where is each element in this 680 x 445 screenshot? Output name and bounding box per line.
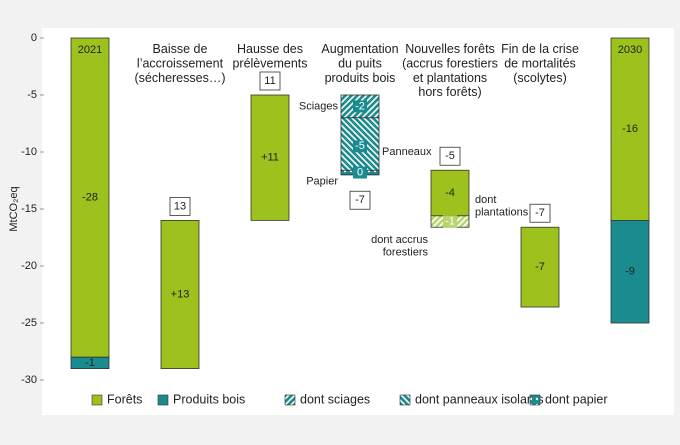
value-label: 0 [357,166,363,178]
legend-label: dont papier [545,392,608,406]
bar-segment [430,169,470,217]
y-tick-label: 0 [31,32,37,44]
category-label: Hausse des prélèvements [232,42,307,70]
bar-segment [610,37,650,221]
legend-label: Forêts [107,392,142,406]
segment-name: dont accrus forestiers [371,234,428,259]
total-box [169,196,191,216]
y-tick-label: -30 [21,374,37,386]
value-label: +11 [261,152,279,164]
value-label-bg [353,100,367,113]
total-box [349,190,371,210]
legend-swatch [91,394,103,406]
category-label: 2030 [618,44,642,56]
value-label: -28 [82,192,98,204]
value-label: +13 [171,288,190,300]
legend-swatch [157,394,169,406]
legend-label: dont panneaux isolants [415,392,544,406]
total-label: 13 [174,200,186,212]
total-label: -7 [535,207,545,219]
value-label: -1 [445,215,455,227]
legend-swatch [399,394,411,406]
value-label: -9 [625,266,635,278]
total-label: -7 [355,194,365,206]
bar-segment [70,356,110,370]
plot-background [42,28,674,415]
value-label: -5 [355,140,365,152]
y-tick-label: -5 [27,89,37,101]
bar-segment [610,219,650,324]
y-tick-label: -20 [21,260,37,272]
value-label-bg [353,140,367,153]
legend-swatch [284,394,296,406]
total-label: -5 [445,150,455,162]
y-tick-label: -10 [21,146,37,158]
y-tick-label: -15 [21,203,37,215]
category-label: 2021 [78,44,102,56]
annotation: dont plantations [475,194,529,219]
category-label: Nouvelles forêts (accrus forestiers et pla… [402,42,498,99]
total-box [529,203,551,223]
legend-label: dont sciages [300,392,370,406]
value-label-bg [443,215,457,228]
value-label-bg [353,166,367,179]
value-label: -2 [355,100,365,112]
value-label: -1 [85,357,95,369]
annotation: Panneaux [382,146,432,158]
y-tick-label: -25 [21,317,37,329]
value-label: -16 [622,123,638,135]
category-label: Baisse de l’accroissement (sécheresses…) [135,42,226,85]
value-label: -4 [445,187,455,199]
category-label: Fin de la crise de mortalités (scolytes) [501,42,579,85]
annotation: Papier [306,176,338,188]
bar-segment [520,226,560,308]
bar-segment [160,219,200,369]
total-label: 11 [264,75,275,87]
annotation: Sciages [299,100,339,112]
legend-label: Produits bois [173,392,245,406]
total-box [439,146,461,166]
bar-segment [250,94,290,221]
legend-swatch [529,394,541,406]
y-axis-label: MtCO₂eq [8,186,20,231]
category-label: Augmentation du puits produits bois [321,42,398,85]
total-box [259,71,281,91]
value-label: -7 [535,261,545,273]
